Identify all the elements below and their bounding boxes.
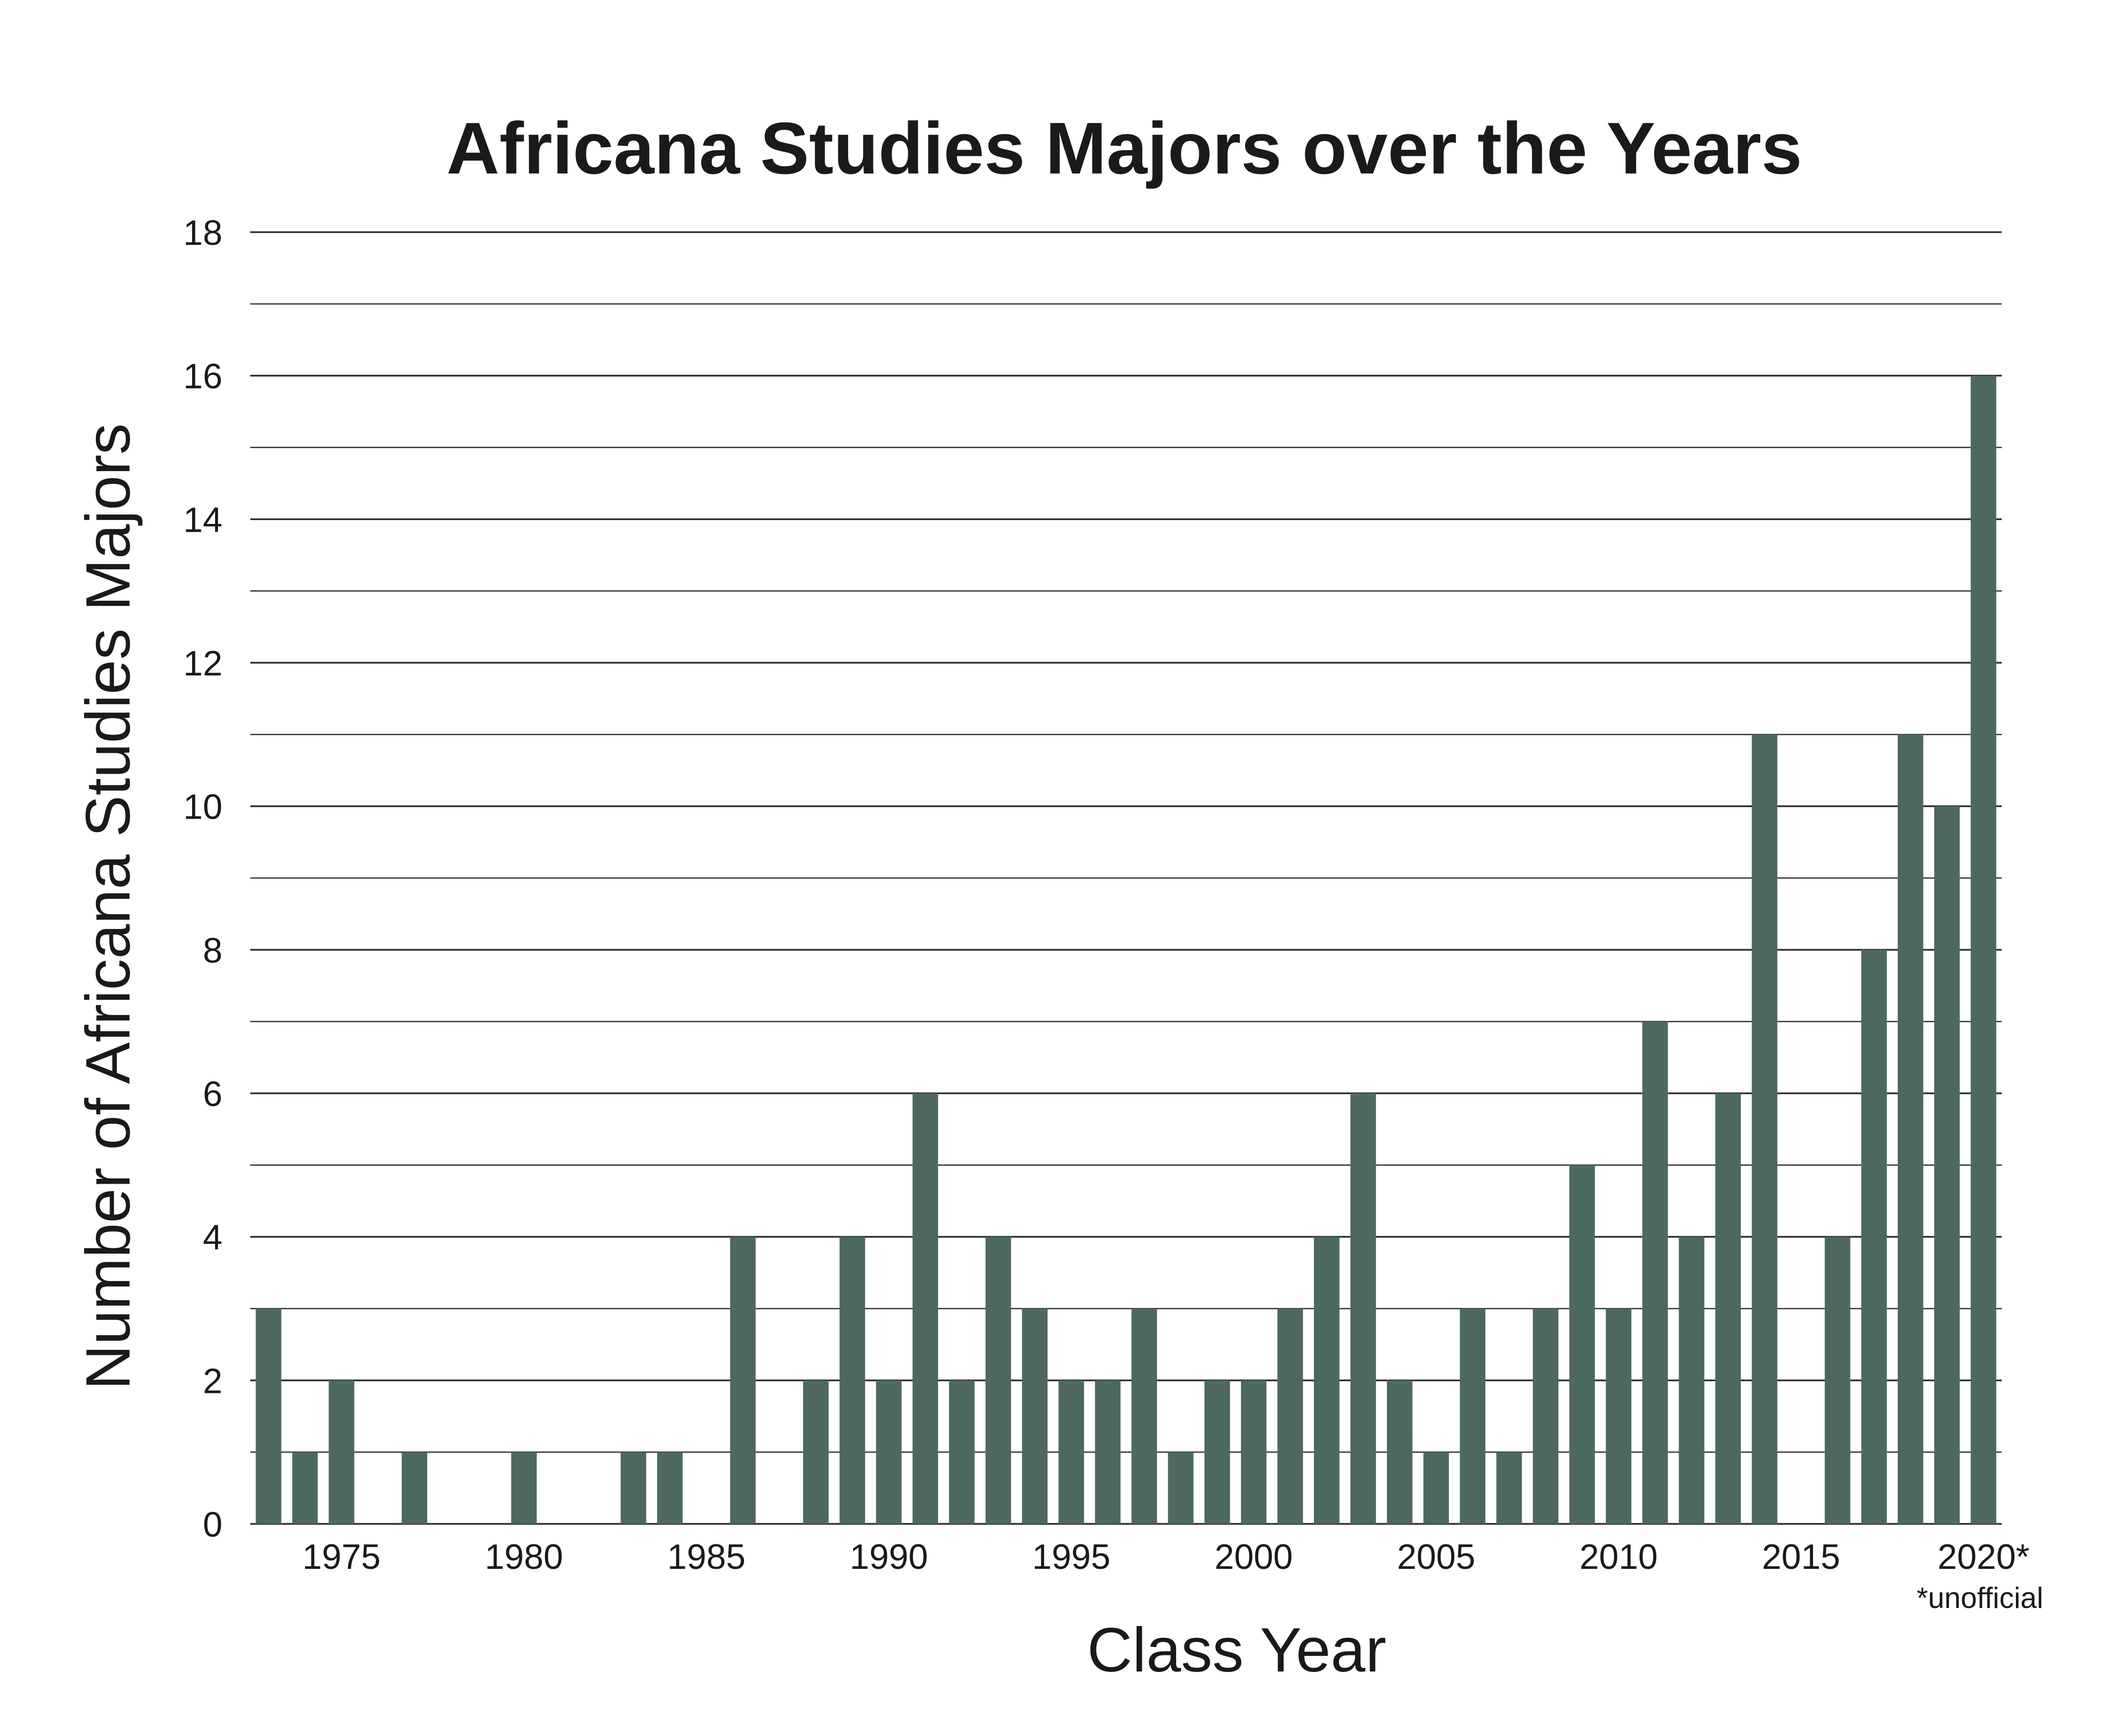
y-tick-label: 2 xyxy=(203,1362,222,1401)
x-tick-label: 1985 xyxy=(667,1538,745,1577)
x-tick-label: 1975 xyxy=(303,1538,381,1577)
y-tick-label: 6 xyxy=(203,1075,222,1114)
gridlines xyxy=(250,231,2002,1525)
bar-2008 xyxy=(1532,1308,1559,1524)
bar-1973 xyxy=(256,1308,282,1524)
bar-1996 xyxy=(1095,1380,1121,1524)
bar-2005 xyxy=(1423,1452,1449,1524)
y-tick-label: 0 xyxy=(203,1505,222,1544)
bar-2016 xyxy=(1824,1237,1851,1524)
x-axis-title: Class Year xyxy=(1087,1615,1386,1685)
bar-1990 xyxy=(876,1380,902,1524)
bar-1991 xyxy=(912,1093,939,1524)
x-tick-label: 1990 xyxy=(850,1538,928,1577)
x-tick-label: 2010 xyxy=(1579,1538,1658,1577)
bar-2007 xyxy=(1496,1452,1522,1524)
bar-2004 xyxy=(1387,1380,1413,1524)
bar-2018 xyxy=(1898,734,1924,1524)
chart-title: Africana Studies Majors over the Years xyxy=(446,107,1802,189)
bar-1977 xyxy=(401,1452,428,1524)
y-tick-label: 8 xyxy=(203,931,222,970)
y-tick-label: 16 xyxy=(183,357,222,396)
bar-1995 xyxy=(1058,1380,1084,1524)
bar-2009 xyxy=(1569,1165,1595,1524)
y-tick-label: 4 xyxy=(203,1218,222,1258)
bar-2020 xyxy=(1970,375,1996,1524)
bar-1986 xyxy=(730,1237,756,1524)
bar-2019 xyxy=(1934,806,1960,1524)
bar-1992 xyxy=(949,1380,975,1524)
bar-1999 xyxy=(1204,1380,1230,1524)
x-axis-ticks: 1975 1980 1985 1990 1995 2000 2005 2010 2015 2020… xyxy=(303,1538,2030,1577)
bar-1983 xyxy=(620,1452,646,1524)
bars xyxy=(256,375,1996,1524)
y-tick-label: 10 xyxy=(183,788,222,827)
bar-1974 xyxy=(292,1452,318,1524)
bar-2001 xyxy=(1277,1308,1303,1524)
x-tick-label: 1980 xyxy=(485,1538,563,1577)
y-axis-ticks: 0 2 4 6 8 10 12 14 16 18 xyxy=(183,214,222,1544)
bar-2012 xyxy=(1679,1237,1705,1524)
bar-1984 xyxy=(657,1452,683,1524)
x-tick-label: 2005 xyxy=(1397,1538,1475,1577)
bar-2013 xyxy=(1715,1093,1741,1524)
bar-1988 xyxy=(803,1380,829,1524)
bar-2000 xyxy=(1241,1380,1267,1524)
x-tick-label: 2020* xyxy=(1938,1538,2030,1577)
bar-2017 xyxy=(1861,950,1887,1524)
bar-1989 xyxy=(839,1237,865,1524)
x-tick-label: 2015 xyxy=(1762,1538,1840,1577)
bar-2011 xyxy=(1642,1021,1668,1524)
bar-2002 xyxy=(1313,1237,1340,1524)
bar-2010 xyxy=(1606,1308,1632,1524)
bar-2014 xyxy=(1751,734,1777,1524)
y-tick-label: 12 xyxy=(183,644,222,683)
bar-1975 xyxy=(328,1380,354,1524)
x-tick-label: 1995 xyxy=(1032,1538,1110,1577)
y-tick-label: 14 xyxy=(183,500,222,540)
bar-2006 xyxy=(1460,1308,1486,1524)
x-tick-label: 2000 xyxy=(1215,1538,1293,1577)
bar-1997 xyxy=(1131,1308,1157,1524)
y-tick-label: 18 xyxy=(183,214,222,253)
bar-1998 xyxy=(1168,1452,1194,1524)
bar-1980 xyxy=(511,1452,537,1524)
bar-2003 xyxy=(1350,1093,1376,1524)
y-axis-title: Number of Africana Studies Majors xyxy=(73,423,143,1390)
footnote: *unofficial xyxy=(1917,1582,2043,1614)
bar-1993 xyxy=(985,1237,1011,1524)
bar-1994 xyxy=(1022,1308,1048,1524)
